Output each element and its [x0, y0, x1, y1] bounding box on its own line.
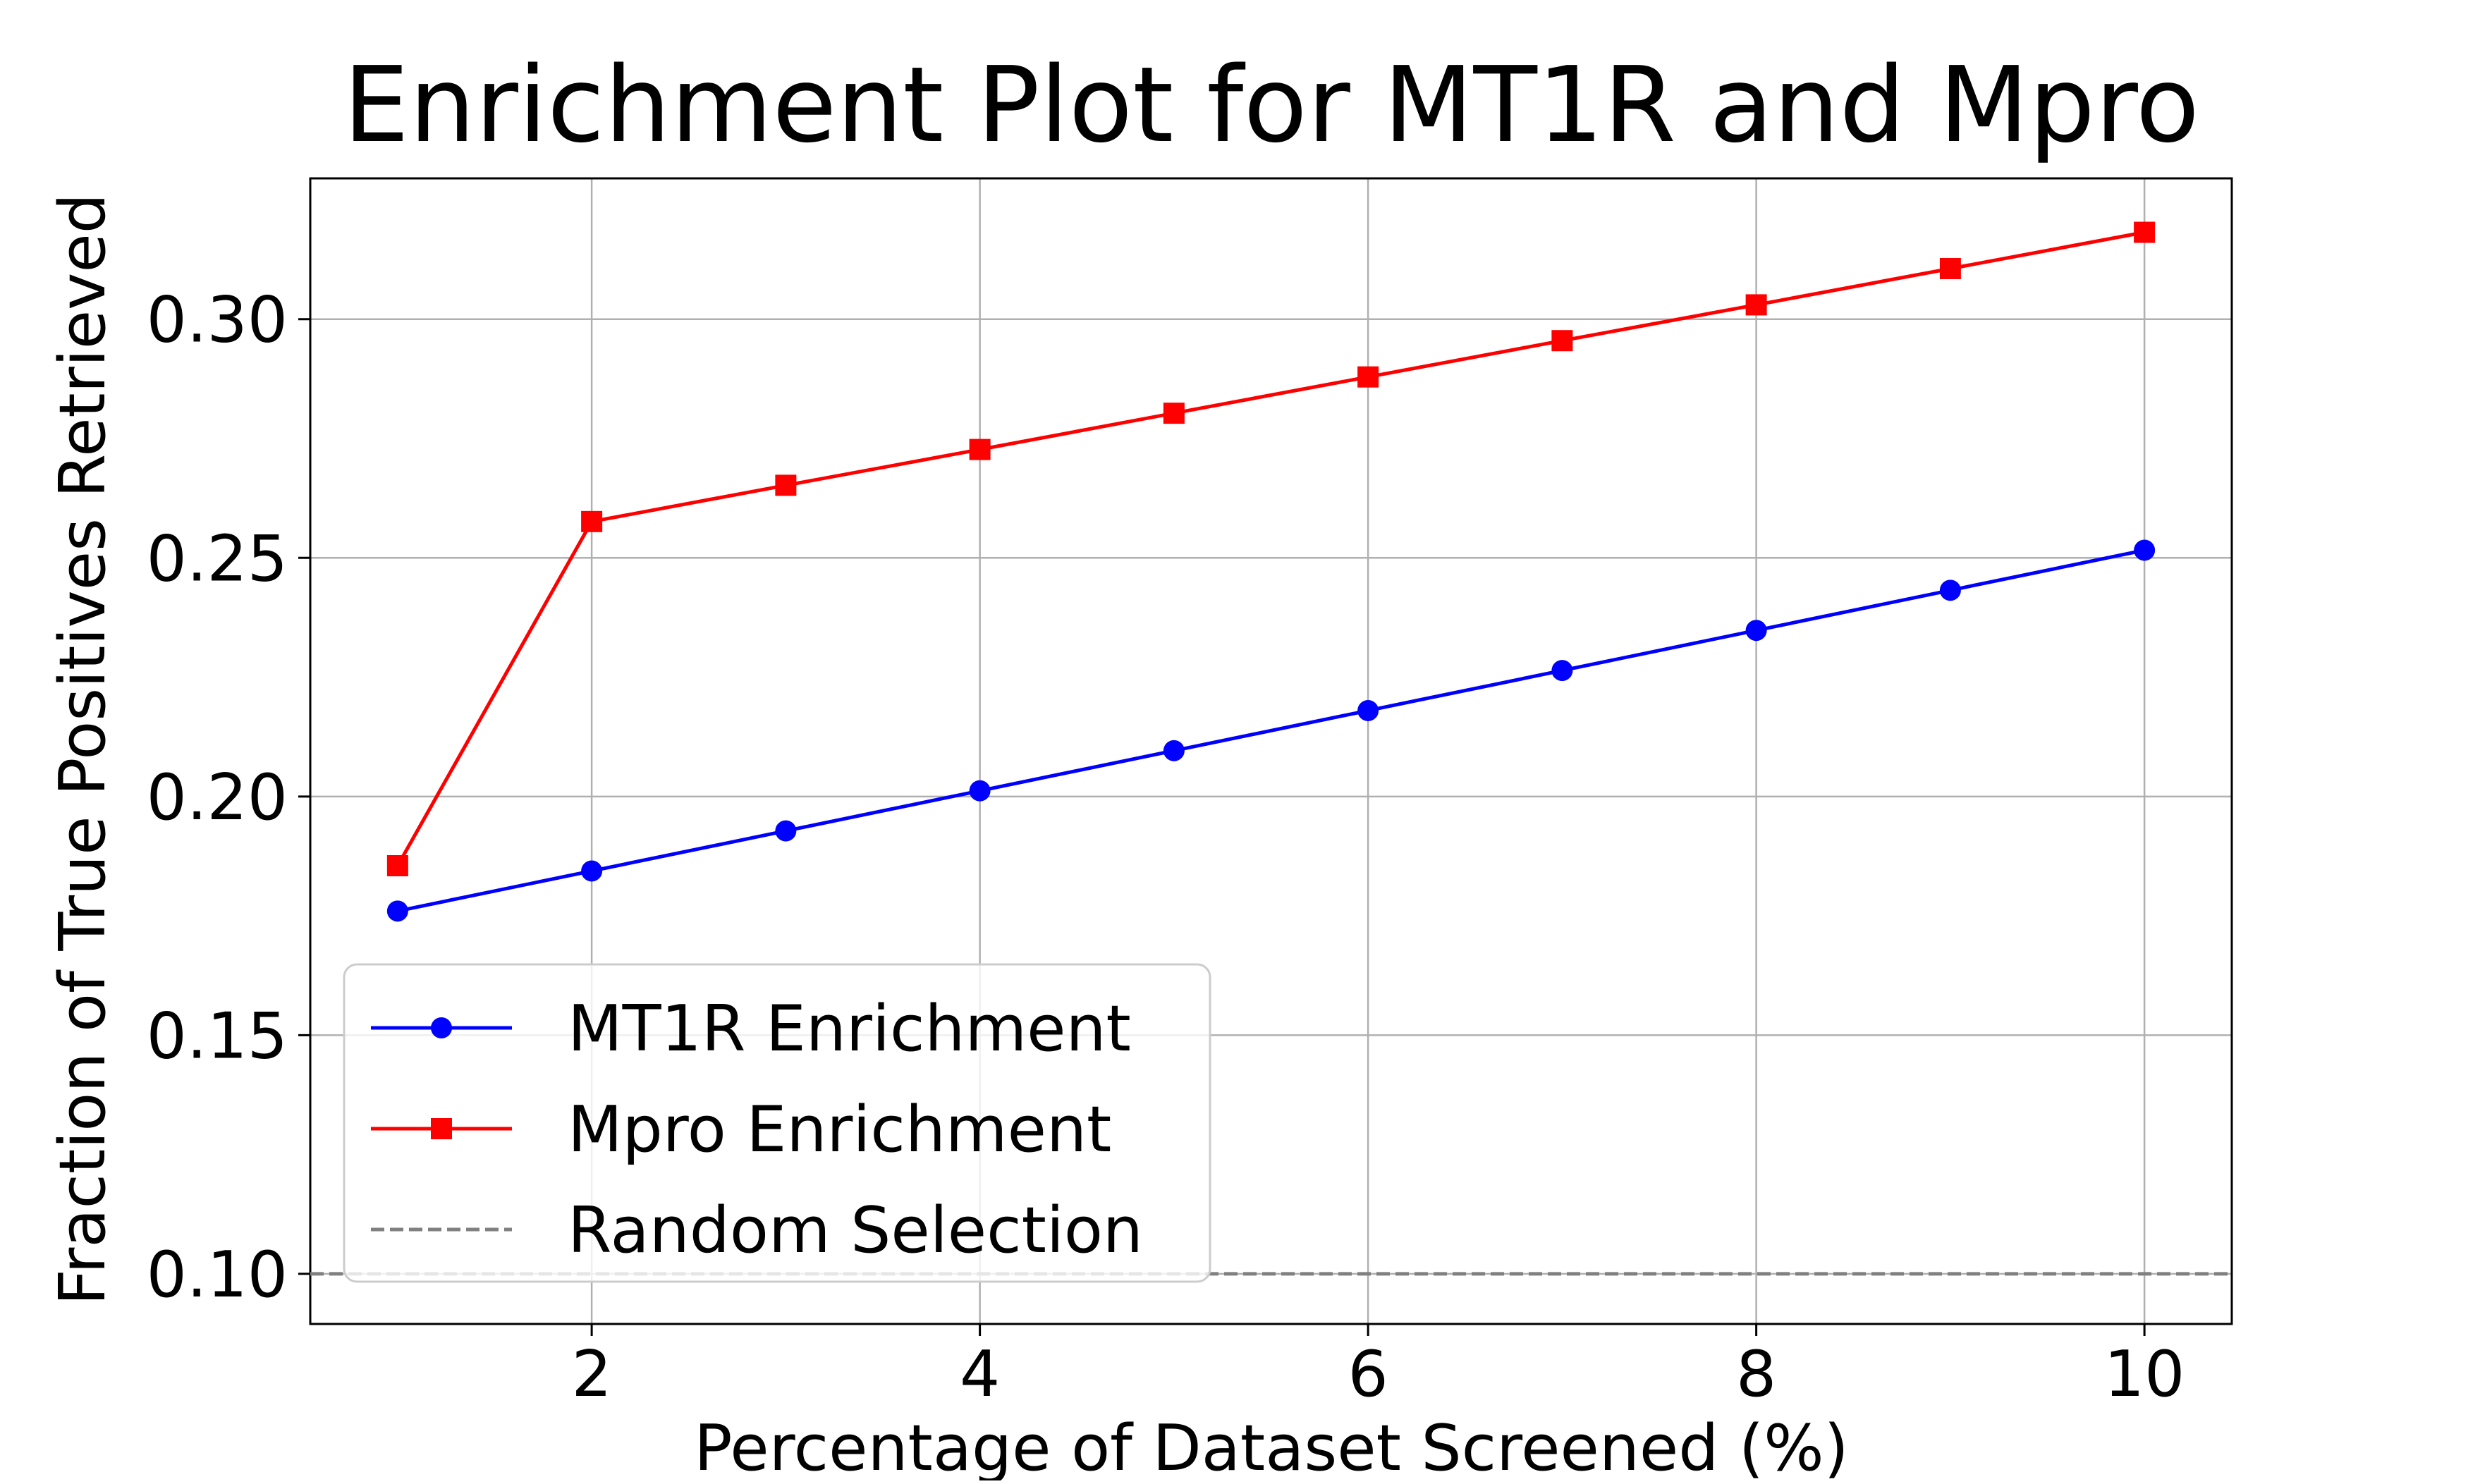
series-mt1r-enrichment [386, 539, 2156, 922]
legend-label-mt1r-enrichment: MT1R Enrichment [568, 992, 1131, 1066]
legend-marker-mpro-enrichment [431, 1118, 452, 1139]
legend-items: MT1R Enrichment Mpro Enrichment Random Sel… [371, 992, 1143, 1268]
plot-area-frame [309, 177, 2233, 1325]
y-tick-label: 0.15 [147, 999, 288, 1073]
y-tick-label: 0.30 [147, 283, 288, 357]
data-point-mpro-enrichment [1163, 403, 1185, 424]
data-point-mpro-enrichment [2134, 221, 2156, 243]
x-tick-label: 10 [2104, 1337, 2185, 1411]
series-mpro-enrichment [386, 221, 2156, 876]
data-point-mpro-enrichment [1551, 330, 1573, 352]
legend-item-mpro-enrichment: Mpro Enrichment [371, 1093, 1111, 1167]
data-point-mt1r-enrichment [1551, 660, 1573, 682]
data-point-mt1r-enrichment [1163, 740, 1185, 761]
y-axis-label: Fraction of True Positives Retrieved [46, 193, 120, 1306]
legend-item-random-selection: Random Selection [371, 1194, 1143, 1268]
axis-ticks: 2 4 6 8 10 0.10 0.15 0.20 0.25 0.30 [147, 283, 2185, 1411]
data-point-mt1r-enrichment [1357, 699, 1379, 721]
y-tick-label: 0.25 [147, 522, 288, 596]
data-point-mt1r-enrichment [2134, 539, 2156, 561]
x-tick-label: 8 [1736, 1337, 1776, 1411]
data-point-mpro-enrichment [386, 855, 408, 876]
data-point-mt1r-enrichment [386, 900, 408, 922]
series-line-mt1r-enrichment [397, 548, 2145, 913]
legend-box [343, 963, 1211, 1283]
data-point-mt1r-enrichment [1745, 620, 1767, 642]
y-tick-label: 0.10 [147, 1238, 288, 1312]
chart-title: Enrichment Plot for MT1R and Mpro [343, 44, 2200, 166]
data-point-mt1r-enrichment [969, 780, 991, 802]
data-point-mt1r-enrichment [1939, 580, 1961, 601]
data-point-mpro-enrichment [1745, 294, 1767, 316]
data-point-mpro-enrichment [1939, 257, 1961, 279]
legend-item-mt1r-enrichment: MT1R Enrichment [371, 992, 1131, 1066]
x-tick-label: 4 [960, 1337, 1000, 1411]
data-point-mpro-enrichment [969, 439, 991, 460]
x-tick-label: 2 [571, 1337, 611, 1411]
series-layer [310, 221, 2232, 1276]
legend: MT1R Enrichment Mpro Enrichment Random Sel… [343, 963, 1211, 1283]
y-tick-label: 0.20 [147, 761, 288, 835]
data-point-mpro-enrichment [1357, 366, 1379, 388]
data-point-mt1r-enrichment [775, 820, 797, 842]
legend-label-mpro-enrichment: Mpro Enrichment [568, 1093, 1111, 1167]
data-point-mpro-enrichment [775, 474, 797, 496]
legend-marker-mt1r-enrichment [431, 1017, 452, 1038]
series-line-mpro-enrichment [396, 231, 2145, 867]
data-point-mpro-enrichment [581, 510, 603, 532]
x-tick-label: 6 [1348, 1337, 1388, 1411]
legend-label-random-selection: Random Selection [568, 1194, 1143, 1268]
x-axis-label: Percentage of Dataset Screened (%) [694, 1411, 1849, 1480]
data-point-mt1r-enrichment [581, 860, 603, 882]
